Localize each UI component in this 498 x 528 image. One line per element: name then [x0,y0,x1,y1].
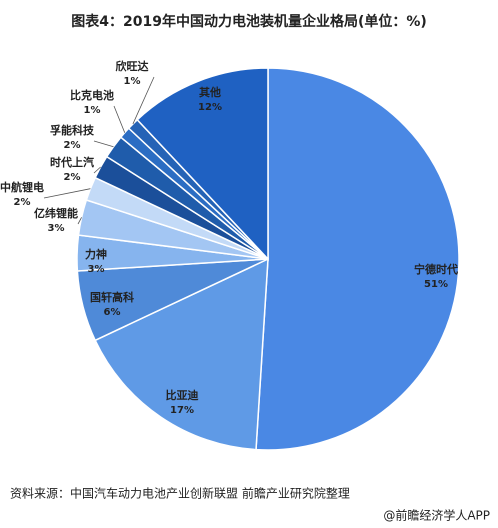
chart-title: 图表4：2019年中国动力电池装机量企业格局(单位：%) [71,13,427,30]
slice-label: 比克电池 [70,88,114,102]
slice-label: 力神 [85,247,107,261]
brand: @前瞻经济学人APP [383,508,490,523]
slice-label: 国轩高科 [90,290,134,304]
leader-line [93,166,101,174]
source: 资料来源：中国汽车动力电池产业创新联盟 前瞻产业研究院整理 [10,486,350,501]
slice-label: 欣旺达 [116,59,149,73]
value-label: 1% [124,76,141,87]
pie-slice [136,67,269,261]
value-label: 6% [104,307,121,318]
leader-line [113,105,126,133]
leader-line [43,188,91,199]
value-label: 3% [48,223,65,234]
slice-label: 比亚迪 [166,388,199,402]
slice-label: 中航锂电 [0,180,44,194]
value-label: 2% [64,172,81,183]
slice-label: 孚能科技 [50,123,95,137]
value-label: 51% [424,279,448,290]
value-label: 2% [64,140,81,151]
leader-line [77,217,82,225]
value-label: 3% [88,264,105,275]
pie-slice [255,67,460,451]
slice-label: 宁德时代 [414,262,458,276]
value-label: 12% [198,102,222,113]
value-label: 1% [84,105,101,116]
slice-label: 亿纬锂能 [34,206,78,220]
slice-label: 其他 [199,85,221,99]
leader-line [93,140,114,148]
value-label: 2% [14,197,31,208]
pie-slice [94,257,269,451]
value-label: 17% [170,405,194,416]
leader-line [132,76,155,125]
slice-label: 时代上汽 [50,155,94,169]
